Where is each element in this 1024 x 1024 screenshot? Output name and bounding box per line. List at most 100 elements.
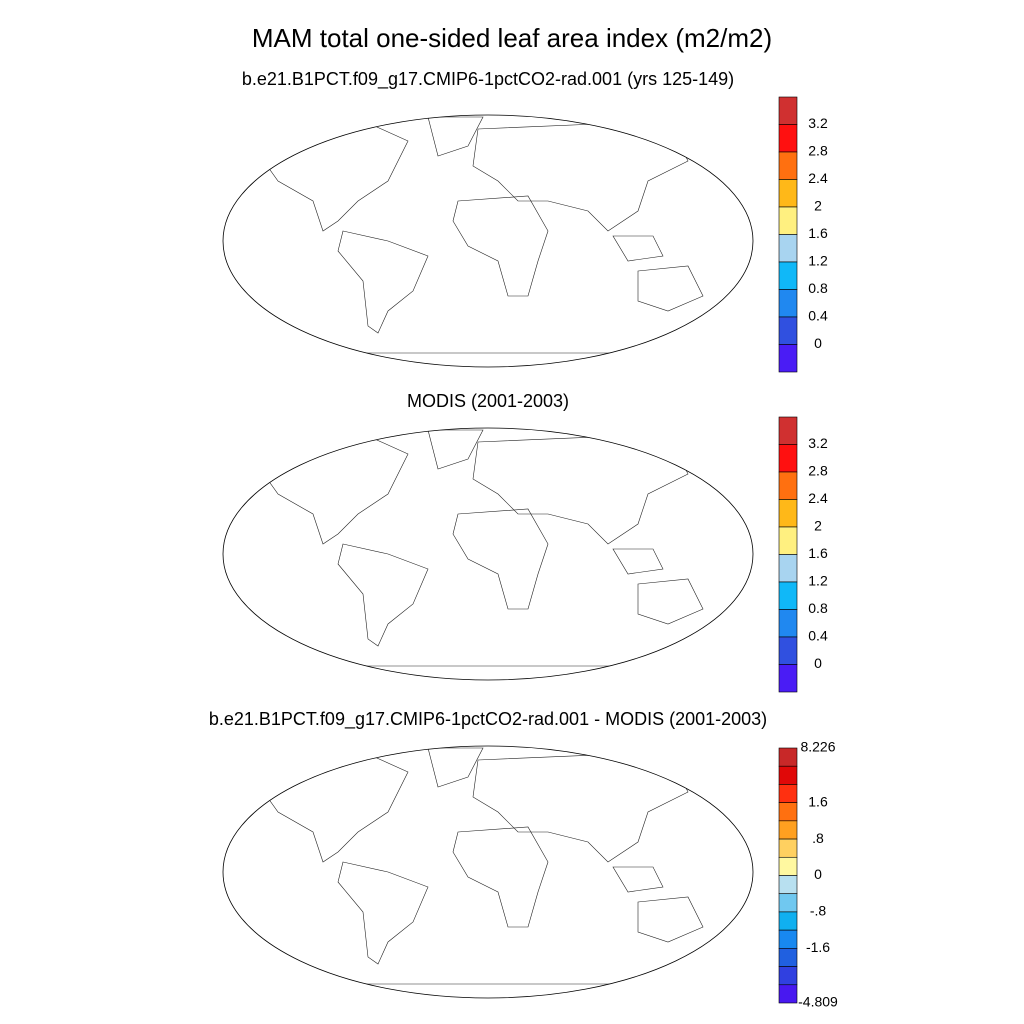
panel-title: b.e21.B1PCT.f09_g17.CMIP6-1pctCO2-rad.00… bbox=[242, 69, 734, 90]
colorbar-box bbox=[778, 636, 798, 665]
colorbar-label: 0 bbox=[814, 655, 822, 671]
colorbar-box bbox=[778, 206, 798, 235]
colorbar-box bbox=[778, 444, 798, 473]
map-land bbox=[252, 116, 704, 367]
colorbar-box bbox=[778, 747, 798, 767]
land-patch bbox=[338, 221, 398, 281]
colorbar-box bbox=[778, 96, 798, 125]
colorbar-label: 0.8 bbox=[808, 280, 828, 296]
colorbar-box bbox=[778, 581, 798, 610]
map-outline bbox=[222, 114, 754, 368]
land-patch bbox=[496, 531, 540, 567]
colorbar-box bbox=[778, 609, 798, 638]
colorbar-box bbox=[778, 471, 798, 500]
map-outline bbox=[222, 745, 754, 999]
colorbar-box bbox=[778, 838, 798, 858]
colorbar-label: 2 bbox=[814, 518, 822, 534]
colorbar-label: .8 bbox=[812, 830, 824, 846]
land-patch bbox=[348, 862, 408, 922]
land-patch bbox=[508, 782, 688, 802]
map bbox=[222, 427, 754, 681]
colorbar-box bbox=[778, 948, 798, 967]
colorbar-label: 0.4 bbox=[808, 628, 828, 644]
panel-title: MODIS (2001-2003) bbox=[407, 391, 569, 411]
coastline bbox=[252, 429, 704, 680]
colorbar-label: 2 bbox=[814, 198, 822, 214]
colorbar-label: 2.8 bbox=[808, 143, 828, 159]
colorbar-box bbox=[778, 179, 798, 208]
map-land bbox=[252, 429, 704, 680]
panel-title: b.e21.B1PCT.f09_g17.CMIP6-1pctCO2-rad.00… bbox=[209, 709, 767, 730]
land-fill bbox=[253, 430, 703, 680]
colorbar-box bbox=[778, 966, 798, 986]
colorbar-box bbox=[778, 316, 798, 345]
colorbar-box bbox=[778, 416, 798, 445]
land-patch bbox=[273, 133, 303, 149]
coastline bbox=[252, 747, 704, 998]
colorbar-label: 1.2 bbox=[808, 253, 828, 269]
colorbar-box bbox=[778, 151, 798, 180]
land-patch bbox=[528, 817, 648, 837]
colorbar-box bbox=[778, 289, 798, 318]
colorbar-box bbox=[778, 856, 798, 876]
colorbar-box bbox=[778, 344, 798, 373]
colorbar-label: 0 bbox=[814, 335, 822, 351]
coastline bbox=[252, 116, 704, 367]
colorbar-label: 8.226 bbox=[800, 739, 835, 755]
colorbar-label: 0.8 bbox=[808, 600, 828, 616]
colorbar-box bbox=[778, 802, 798, 822]
colorbar-label: 2.4 bbox=[808, 490, 828, 506]
land-fill bbox=[253, 117, 703, 367]
colorbar-label: 1.2 bbox=[808, 573, 828, 589]
land-patch bbox=[643, 902, 693, 932]
colorbar-box bbox=[778, 984, 798, 1004]
colorbar-box bbox=[778, 784, 798, 803]
colorbar-label: 3.2 bbox=[808, 115, 828, 131]
colorbar-label: 2.4 bbox=[808, 170, 828, 186]
colorbar-box bbox=[778, 526, 798, 555]
land-patch bbox=[298, 474, 378, 494]
land-patch bbox=[513, 569, 543, 599]
colorbar-label: -4.809 bbox=[798, 994, 838, 1010]
colorbar-label: 0.4 bbox=[808, 308, 828, 324]
colorbar-box bbox=[778, 911, 798, 931]
colorbar-label: -.8 bbox=[810, 903, 827, 919]
land-base bbox=[253, 748, 703, 998]
antarctica-blank bbox=[253, 659, 703, 680]
colorbar-box bbox=[778, 765, 798, 785]
colorbar-label: 2.8 bbox=[808, 463, 828, 479]
colorbar-box bbox=[778, 234, 798, 263]
colorbar-box bbox=[778, 664, 798, 693]
colorbar-box bbox=[778, 124, 798, 153]
figure-title: MAM total one-sided leaf area index (m2/… bbox=[252, 23, 772, 53]
colorbar-box bbox=[778, 820, 798, 840]
colorbar-label: 1.6 bbox=[808, 545, 828, 561]
land-patch bbox=[498, 224, 538, 248]
land-patch bbox=[448, 459, 648, 479]
land-patch bbox=[503, 872, 533, 912]
land-patch bbox=[578, 186, 618, 206]
colorbar-box bbox=[778, 499, 798, 528]
colorbar-label: 1.6 bbox=[808, 793, 828, 809]
land-patch bbox=[343, 539, 413, 599]
colorbar-label: 0 bbox=[814, 866, 822, 882]
land-base bbox=[253, 117, 703, 367]
colorbar-label: 1.6 bbox=[808, 225, 828, 241]
land-patch bbox=[608, 191, 648, 211]
map-outline bbox=[222, 427, 754, 681]
colorbar-label: -1.6 bbox=[806, 939, 830, 955]
colorbar-box bbox=[778, 929, 798, 949]
colorbar-box bbox=[778, 261, 798, 290]
colorbar-box bbox=[778, 875, 798, 895]
land-patch bbox=[628, 234, 703, 258]
land-patch bbox=[343, 221, 373, 251]
land-fill bbox=[253, 748, 703, 998]
colorbar-box bbox=[778, 893, 798, 913]
map-land bbox=[252, 747, 704, 998]
colorbar-label: 3.2 bbox=[808, 435, 828, 451]
map bbox=[222, 745, 754, 999]
map bbox=[222, 114, 754, 368]
colorbar-box bbox=[778, 554, 798, 583]
land-base bbox=[253, 430, 703, 680]
